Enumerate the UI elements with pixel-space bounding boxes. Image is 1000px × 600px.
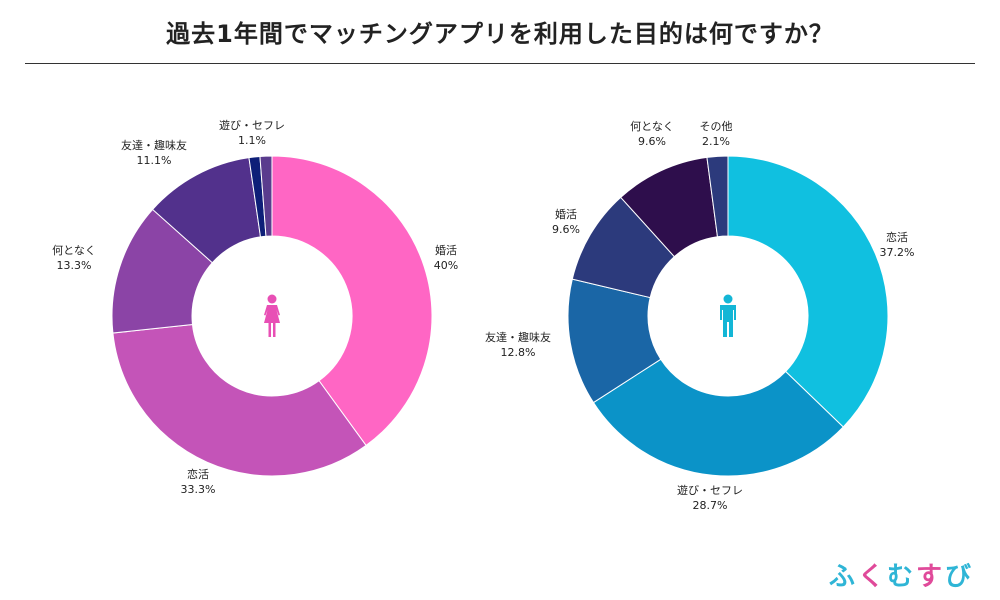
pie-slice	[727, 155, 889, 428]
pie-slice	[271, 155, 433, 447]
slice-label: 何となく	[630, 120, 674, 133]
slice-value-label: 9.6%	[638, 135, 666, 148]
logo-char: す	[915, 562, 945, 592]
slice-label: 友達・趣味友	[121, 138, 187, 152]
title-divider	[25, 63, 975, 64]
logo-char: び	[944, 562, 974, 592]
slice-value-label: 28.7%	[693, 499, 728, 512]
pie-slice	[259, 155, 273, 237]
slice-value-label: 37.2%	[880, 246, 915, 259]
slice-value-label: 40%	[434, 259, 458, 272]
donut-chart-female: 婚活 40% 恋活 33.3% 何となく 13.3% 友達・趣味友 11.1% 遊び・セフレ 1.…	[52, 118, 458, 496]
slice-label: 恋活	[187, 467, 209, 481]
slice-label: 婚活	[435, 243, 457, 257]
logo-char: く	[857, 562, 887, 592]
slice-label: 遊び・セフレ	[677, 483, 743, 497]
slice-value-label: 12.8%	[501, 346, 536, 359]
logo-char: む	[886, 562, 916, 592]
slice-value-label: 13.3%	[57, 259, 92, 272]
slice-value-label: 2.1%	[702, 135, 730, 148]
slice-label: 何となく	[52, 244, 96, 257]
slice-label: 友達・趣味友	[485, 330, 551, 344]
slice-label: 恋活	[886, 230, 908, 244]
pie-slice	[112, 323, 367, 477]
pie-slice	[592, 358, 844, 477]
slice-value-label: 1.1%	[238, 134, 266, 147]
logo-char: ふ	[828, 562, 858, 592]
slice-value-label: 9.6%	[552, 223, 580, 236]
male-icon	[720, 294, 736, 337]
slice-label: 婚活	[555, 207, 577, 221]
female-icon	[264, 294, 280, 337]
slice-label: 遊び・セフレ	[219, 118, 285, 132]
slice-label: その他	[700, 120, 733, 133]
pie-slice	[706, 155, 729, 238]
page-title: 過去1年間でマッチングアプリを利用した目的は何ですか？	[166, 20, 834, 48]
brand-logo: ふくむすび	[829, 556, 974, 593]
donut-chart-male: 恋活 37.2% 遊び・セフレ 28.7% 友達・趣味友 12.8% 婚活 9.6% 何となく 9…	[485, 120, 914, 512]
slice-value-label: 33.3%	[181, 483, 216, 496]
slice-value-label: 11.1%	[137, 154, 172, 167]
